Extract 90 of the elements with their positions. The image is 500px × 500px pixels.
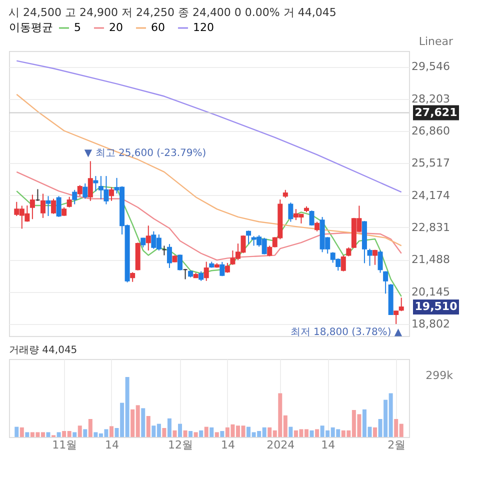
text: 299k [426,369,454,382]
line-series [16,171,402,261]
y-tick-label: 29,546 [412,60,450,74]
ref-line-label: 27,621 [414,106,458,119]
x-tick-label: 14 [321,438,336,452]
candlestick [109,186,114,202]
legend-label: 60 [151,21,165,34]
candlestick [40,193,46,218]
candlestick [82,182,88,200]
candlestick [288,202,294,222]
bar [183,430,188,437]
y-tick-label: 24,174 [412,188,450,202]
candlestick [166,244,172,268]
line-series [16,94,402,246]
bar [14,426,19,437]
bar [167,418,172,437]
annotation: 최저 18,800 (3.78%) ▲ [290,327,402,338]
candlestick [77,184,82,197]
bar [83,429,88,437]
y-tick-label: 18,802 [412,317,450,330]
candlestick [56,196,62,218]
candlestick [51,198,56,214]
candlestick [340,254,346,272]
bar [25,432,30,437]
candlestick [66,196,72,208]
candlestick [220,261,225,277]
legend-label: 5 [74,21,81,34]
y-tick-label: 28,203 [412,92,450,106]
bar [210,427,214,437]
candlestick [93,176,98,192]
bar [373,427,378,437]
candlestick [378,250,383,274]
bar [172,430,177,437]
candlestick [383,270,388,294]
legend-label: 120 [193,21,214,34]
candlestick [314,221,320,232]
bar [194,432,198,437]
x-tick-label: 14 [105,438,119,452]
bar [162,428,166,437]
bar [46,432,50,437]
bar [288,426,293,437]
x-tick-label: 14 [220,438,235,452]
x-tick-label: 2월 [388,438,406,452]
bar [310,430,314,437]
candlestick [246,230,252,245]
y-tick-label: 21,488 [412,253,450,266]
y-tick-label: 22,831 [412,220,450,234]
candlestick [72,189,78,205]
y-tick-label: 20,145 [412,285,450,298]
text: 19,510 [414,300,458,314]
bar [110,426,114,437]
bar [178,424,182,437]
y-tick-label: 26,860 [412,124,450,138]
candlestick [88,160,93,202]
candlestick [198,270,204,282]
line-series [16,60,402,193]
candlestick [30,194,35,220]
bar [72,432,77,437]
candlestick [204,261,209,282]
candlestick [46,196,51,217]
bar [188,431,193,437]
bar [141,408,146,437]
candlestick [130,272,136,282]
x-tick-label: 2024 [266,438,295,452]
chart-title: 시 24,500 고 24,900 저 24,250 종 24,400 0 0.00% 거 44,045 [8,6,336,19]
y-tick-label: 25,517 [412,156,450,170]
chart-title: 거래량 44,045 [9,345,78,356]
candlestick [146,225,151,251]
candlestick [394,310,399,325]
text: Linear [418,35,454,48]
bar [315,429,320,437]
bar [20,427,24,437]
candlestick [398,297,404,312]
bar [88,419,92,437]
candlestick [224,262,230,274]
candlestick [372,249,378,266]
candlestick [178,254,183,271]
legend-title: 이동평균 [9,21,53,34]
bar [220,431,224,437]
x-tick-label: 11월 [52,438,78,452]
bar [199,430,204,437]
bar [56,432,61,437]
bar [214,432,219,437]
x-tick-label: 12월 [168,438,194,452]
legend-label: 20 [109,21,123,34]
bar [146,416,150,437]
bar [78,426,82,437]
candlestick [367,248,372,266]
candlestick [309,210,314,226]
bar [204,426,208,437]
